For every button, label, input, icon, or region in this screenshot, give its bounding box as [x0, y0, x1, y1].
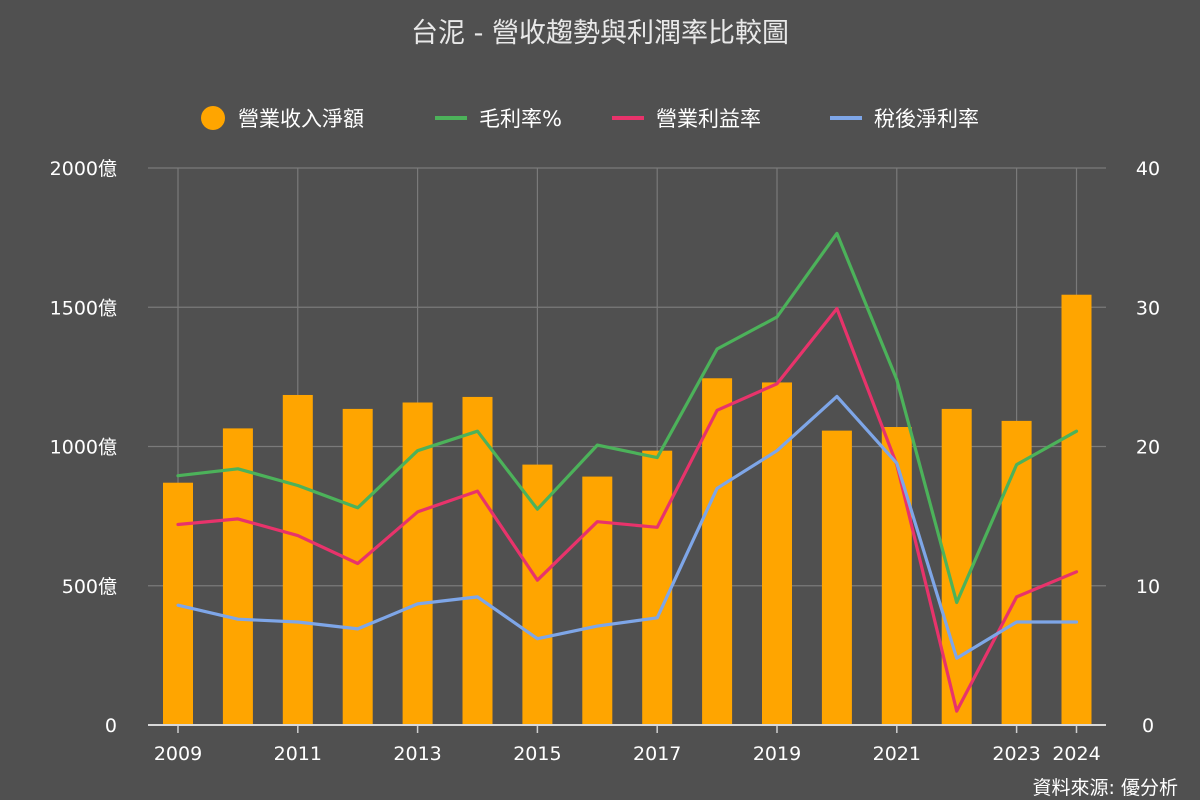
bar-2010	[222, 428, 253, 725]
right-tick-label: 40	[1136, 158, 1160, 180]
bar-2012	[342, 408, 373, 725]
bar-2011	[282, 394, 313, 725]
x-tick-label: 2021	[873, 743, 921, 765]
x-tick-label: 2013	[393, 743, 441, 765]
bar-2015	[522, 464, 553, 725]
legend-label: 稅後淨利率	[874, 107, 979, 131]
left-tick-label: 2000億	[50, 158, 117, 180]
x-tick-label: 2023	[992, 743, 1040, 765]
bar-2016	[582, 476, 613, 725]
x-tick-label: 2011	[274, 743, 322, 765]
bar-2024	[1061, 294, 1092, 725]
x-tick-label: 2009	[154, 743, 202, 765]
bar-2017	[642, 450, 673, 725]
x-tick-label: 2015	[513, 743, 561, 765]
bar-2014	[462, 396, 493, 725]
legend-label: 營業利益率	[656, 107, 761, 131]
x-tick-label: 2019	[753, 743, 801, 765]
right-tick-label: 20	[1136, 437, 1160, 459]
bar-2013	[402, 402, 433, 725]
axes: 0 500億 1000億 1500億 2000億 0 10 20 30 40 2009 2011 201…	[50, 158, 1160, 765]
line-series-1	[176, 231, 1079, 605]
bar-2021	[881, 427, 912, 725]
bar-2019	[762, 382, 792, 725]
left-tick-label: 500億	[62, 576, 117, 598]
bar-2023	[1001, 420, 1032, 725]
bar-series	[163, 294, 1092, 725]
left-tick-label: 0	[105, 715, 117, 737]
legend-label: 毛利率%	[479, 107, 562, 131]
right-tick-label: 10	[1136, 576, 1160, 598]
left-tick-label: 1000億	[50, 437, 117, 459]
legend-label: 營業收入淨額	[238, 107, 364, 131]
bar-2018	[702, 378, 733, 725]
source-note: 資料來源: 優分析	[1033, 777, 1178, 799]
right-tick-label: 30	[1136, 297, 1160, 319]
legend: 營業收入淨額 毛利率% 營業利益率 稅後淨利率	[201, 106, 979, 131]
bar-2020	[821, 430, 852, 725]
line-series	[176, 231, 1079, 713]
line-series-3	[176, 394, 1079, 660]
x-tick-label: 2017	[633, 743, 681, 765]
legend-swatch-bar	[201, 106, 225, 130]
line-series-2	[176, 307, 1079, 713]
right-tick-label: 0	[1142, 715, 1154, 737]
x-tick-label: 2024	[1052, 743, 1100, 765]
chart-title: 台泥 - 營收趨勢與利潤率比較圖	[411, 18, 789, 49]
left-tick-label: 1500億	[50, 297, 117, 319]
